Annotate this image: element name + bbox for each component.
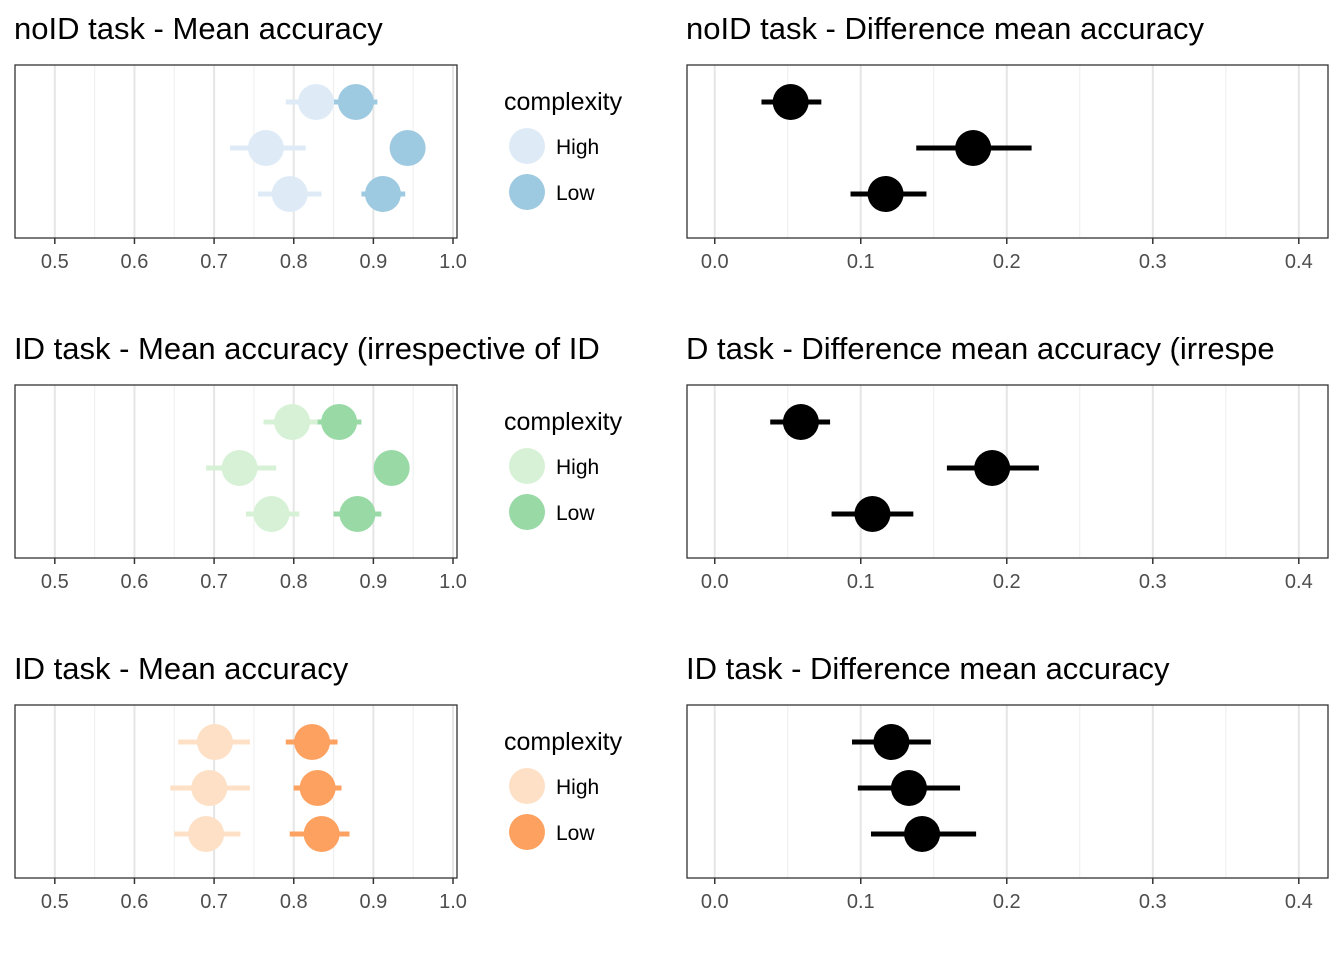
chart-title: noID task - Mean accuracy [14,11,383,46]
data-point [867,176,904,212]
x-tick-label: 0.3 [1139,251,1167,273]
data-point [294,724,331,760]
data-point [339,496,376,532]
legend-label: High [556,776,599,799]
chart-panel-5: ID task - Mean accuracy 0.5 0.6 0.7 0.8 0.9 1.… [14,651,623,913]
data-point [337,84,374,120]
chart-panel-1: noID task - Mean accuracy 0.5 0.6 0.7 0.8 0.9… [14,11,623,273]
x-tick-label: 1.0 [439,891,467,913]
panel-border [14,384,458,559]
chart-title: ID task - Mean accuracy (irrespective of… [14,331,600,366]
data-point [303,816,340,852]
x-tick-label: 0.6 [121,251,149,273]
x-tick-label: 0.2 [993,251,1021,273]
legend-swatch [509,494,545,530]
data-point [196,724,233,760]
data-point [904,816,941,852]
chart-title: noID task - Difference mean accuracy [686,11,1205,46]
x-tick-label: 0.6 [121,891,149,913]
legend-label: Low [556,822,595,845]
x-tick-label: 0.3 [1139,571,1167,593]
chart-title: D task - Difference mean accuracy (irres… [686,331,1275,366]
panel-border [686,704,1329,879]
x-tick-label: 0.7 [200,891,228,913]
x-tick-label: 0.0 [701,251,729,273]
legend-title: complexity [504,88,623,116]
x-tick-label: 0.8 [280,891,308,913]
legend-title: complexity [504,408,623,436]
legend-label: High [556,136,599,159]
data-point [373,450,410,486]
x-tick-label: 0.8 [280,571,308,593]
data-point [188,816,225,852]
x-tick-label: 0.9 [359,251,387,273]
data-point [247,130,284,166]
legend-swatch [509,128,545,164]
data-point [364,176,401,212]
chart-panel-6: ID task - Difference mean accuracy 0.0 0.1… [686,651,1329,913]
data-point [890,770,927,806]
panel-border [14,704,458,879]
data-point [221,450,258,486]
x-tick-label: 0.2 [993,571,1021,593]
data-point [772,84,809,120]
chart-title: ID task - Mean accuracy [14,651,349,686]
x-tick-label: 0.9 [359,891,387,913]
x-tick-label: 0.4 [1285,251,1313,273]
data-point [298,84,335,120]
x-tick-label: 0.0 [701,891,729,913]
data-point [782,404,819,440]
chart-panel-3: ID task - Mean accuracy (irrespective of… [14,331,623,593]
data-point [274,404,311,440]
x-tick-label: 0.5 [41,251,69,273]
x-tick-label: 0.3 [1139,891,1167,913]
panel-border [686,384,1329,559]
data-point [854,496,891,532]
x-tick-label: 0.1 [847,251,875,273]
x-tick-label: 0.0 [701,571,729,593]
chart-panel-2: noID task - Difference mean accuracy 0.0 0… [686,11,1329,273]
x-tick-label: 0.8 [280,251,308,273]
data-point [253,496,290,532]
x-tick-label: 1.0 [439,571,467,593]
legend-label: High [556,456,599,479]
chart-panel-4: D task - Difference mean accuracy (irres… [686,331,1329,593]
x-tick-label: 0.7 [200,251,228,273]
panel-border [686,64,1329,239]
x-tick-label: 0.1 [847,891,875,913]
x-tick-label: 0.5 [41,891,69,913]
data-point [299,770,336,806]
legend-label: Low [556,182,595,205]
panel-border [14,64,458,239]
data-point [955,130,992,166]
legend-swatch [509,174,545,210]
data-point [389,130,426,166]
x-tick-label: 0.4 [1285,571,1313,593]
data-point [873,724,910,760]
legend-title: complexity [504,728,623,756]
x-tick-label: 0.5 [41,571,69,593]
legend-swatch [509,448,545,484]
data-point [191,770,228,806]
x-tick-label: 0.6 [121,571,149,593]
x-tick-label: 1.0 [439,251,467,273]
x-tick-label: 0.9 [359,571,387,593]
x-tick-label: 0.1 [847,571,875,593]
data-point [321,404,358,440]
data-point [974,450,1011,486]
chart-title: ID task - Difference mean accuracy [686,651,1170,686]
x-tick-label: 0.2 [993,891,1021,913]
legend-swatch [509,814,545,850]
legend-label: Low [556,502,595,525]
data-point [271,176,308,212]
legend-swatch [509,768,545,804]
x-tick-label: 0.4 [1285,891,1313,913]
x-tick-label: 0.7 [200,571,228,593]
